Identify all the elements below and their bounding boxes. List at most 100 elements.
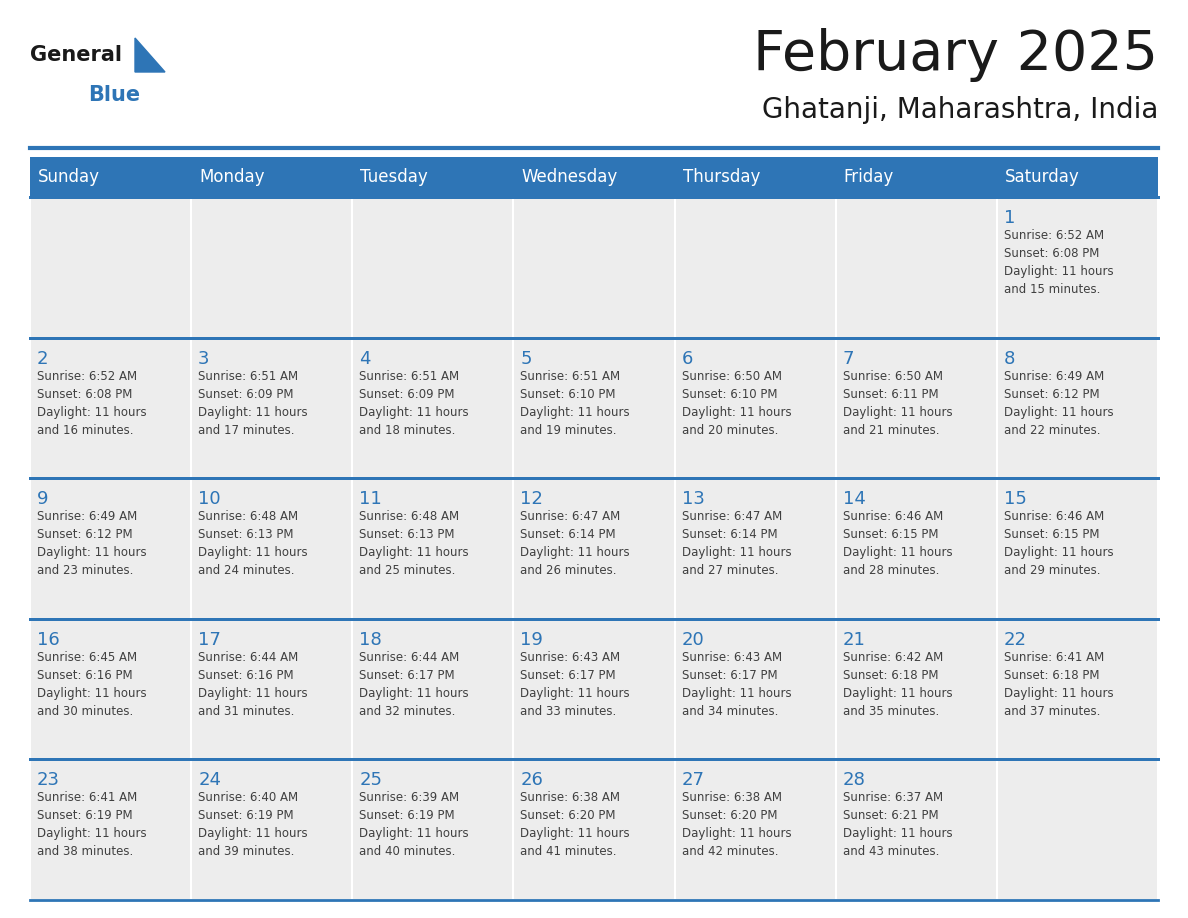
Bar <box>835 619 997 759</box>
Bar <box>997 197 1158 338</box>
Text: Daylight: 11 hours: Daylight: 11 hours <box>842 687 953 700</box>
Text: 15: 15 <box>1004 490 1026 509</box>
Bar <box>30 478 191 619</box>
Bar <box>997 338 1158 478</box>
Text: 22: 22 <box>1004 631 1026 649</box>
Text: Sunset: 6:10 PM: Sunset: 6:10 PM <box>520 387 615 400</box>
Text: Sunday: Sunday <box>38 168 100 186</box>
Text: Sunrise: 6:41 AM: Sunrise: 6:41 AM <box>37 791 138 804</box>
Text: and 33 minutes.: and 33 minutes. <box>520 705 617 718</box>
Text: Sunrise: 6:48 AM: Sunrise: 6:48 AM <box>359 510 460 523</box>
Text: Sunrise: 6:51 AM: Sunrise: 6:51 AM <box>359 370 460 383</box>
Bar <box>675 197 835 338</box>
Text: 24: 24 <box>198 771 221 789</box>
Text: Sunrise: 6:51 AM: Sunrise: 6:51 AM <box>198 370 298 383</box>
Text: Sunset: 6:10 PM: Sunset: 6:10 PM <box>682 387 777 400</box>
Text: Sunset: 6:17 PM: Sunset: 6:17 PM <box>682 669 777 682</box>
Text: Sunrise: 6:41 AM: Sunrise: 6:41 AM <box>1004 651 1104 664</box>
Text: Sunrise: 6:39 AM: Sunrise: 6:39 AM <box>359 791 460 804</box>
Text: Daylight: 11 hours: Daylight: 11 hours <box>37 406 146 419</box>
Bar <box>30 619 191 759</box>
Text: Sunset: 6:12 PM: Sunset: 6:12 PM <box>1004 387 1099 400</box>
Text: Daylight: 11 hours: Daylight: 11 hours <box>1004 687 1113 700</box>
Bar <box>513 759 675 900</box>
Text: 28: 28 <box>842 771 866 789</box>
Text: Sunrise: 6:46 AM: Sunrise: 6:46 AM <box>842 510 943 523</box>
Text: and 34 minutes.: and 34 minutes. <box>682 705 778 718</box>
Text: Daylight: 11 hours: Daylight: 11 hours <box>682 687 791 700</box>
Text: Sunset: 6:13 PM: Sunset: 6:13 PM <box>198 528 293 542</box>
Text: Sunrise: 6:38 AM: Sunrise: 6:38 AM <box>520 791 620 804</box>
Text: Sunset: 6:19 PM: Sunset: 6:19 PM <box>359 810 455 823</box>
Text: Sunset: 6:16 PM: Sunset: 6:16 PM <box>198 669 293 682</box>
Text: and 39 minutes.: and 39 minutes. <box>198 845 295 858</box>
Text: 14: 14 <box>842 490 866 509</box>
Text: Sunset: 6:17 PM: Sunset: 6:17 PM <box>520 669 617 682</box>
Text: 12: 12 <box>520 490 543 509</box>
Text: and 32 minutes.: and 32 minutes. <box>359 705 456 718</box>
Text: Daylight: 11 hours: Daylight: 11 hours <box>359 406 469 419</box>
Text: Sunrise: 6:51 AM: Sunrise: 6:51 AM <box>520 370 620 383</box>
Text: and 20 minutes.: and 20 minutes. <box>682 423 778 437</box>
Text: Sunset: 6:21 PM: Sunset: 6:21 PM <box>842 810 939 823</box>
Text: 16: 16 <box>37 631 59 649</box>
Text: 11: 11 <box>359 490 383 509</box>
Text: Daylight: 11 hours: Daylight: 11 hours <box>842 827 953 840</box>
Text: Sunset: 6:08 PM: Sunset: 6:08 PM <box>37 387 132 400</box>
Text: Daylight: 11 hours: Daylight: 11 hours <box>842 546 953 559</box>
Text: 21: 21 <box>842 631 866 649</box>
Bar <box>353 338 513 478</box>
Text: 13: 13 <box>682 490 704 509</box>
Text: Sunrise: 6:45 AM: Sunrise: 6:45 AM <box>37 651 137 664</box>
Text: Sunrise: 6:43 AM: Sunrise: 6:43 AM <box>682 651 782 664</box>
Text: 17: 17 <box>198 631 221 649</box>
Text: Sunset: 6:12 PM: Sunset: 6:12 PM <box>37 528 133 542</box>
Text: 19: 19 <box>520 631 543 649</box>
Text: Daylight: 11 hours: Daylight: 11 hours <box>198 687 308 700</box>
Text: 20: 20 <box>682 631 704 649</box>
Bar <box>513 619 675 759</box>
Text: Daylight: 11 hours: Daylight: 11 hours <box>37 687 146 700</box>
Text: Daylight: 11 hours: Daylight: 11 hours <box>198 546 308 559</box>
Text: Daylight: 11 hours: Daylight: 11 hours <box>1004 546 1113 559</box>
Polygon shape <box>135 38 165 72</box>
Text: Daylight: 11 hours: Daylight: 11 hours <box>520 546 630 559</box>
Bar <box>675 759 835 900</box>
Text: Daylight: 11 hours: Daylight: 11 hours <box>1004 406 1113 419</box>
Bar <box>997 759 1158 900</box>
Text: General: General <box>30 45 122 65</box>
Text: Sunset: 6:09 PM: Sunset: 6:09 PM <box>198 387 293 400</box>
Text: Ghatanji, Maharashtra, India: Ghatanji, Maharashtra, India <box>762 96 1158 124</box>
Text: Sunrise: 6:42 AM: Sunrise: 6:42 AM <box>842 651 943 664</box>
Bar <box>30 157 1158 197</box>
Text: 5: 5 <box>520 350 532 367</box>
Text: and 41 minutes.: and 41 minutes. <box>520 845 617 858</box>
Text: Daylight: 11 hours: Daylight: 11 hours <box>520 687 630 700</box>
Text: Sunrise: 6:49 AM: Sunrise: 6:49 AM <box>1004 370 1104 383</box>
Text: Daylight: 11 hours: Daylight: 11 hours <box>682 827 791 840</box>
Bar <box>835 478 997 619</box>
Text: Sunrise: 6:52 AM: Sunrise: 6:52 AM <box>1004 229 1104 242</box>
Text: and 43 minutes.: and 43 minutes. <box>842 845 939 858</box>
Text: Sunrise: 6:37 AM: Sunrise: 6:37 AM <box>842 791 943 804</box>
Bar <box>353 759 513 900</box>
Text: Sunset: 6:14 PM: Sunset: 6:14 PM <box>520 528 617 542</box>
Bar <box>353 478 513 619</box>
Text: and 21 minutes.: and 21 minutes. <box>842 423 940 437</box>
Text: 10: 10 <box>198 490 221 509</box>
Text: and 27 minutes.: and 27 minutes. <box>682 565 778 577</box>
Text: Daylight: 11 hours: Daylight: 11 hours <box>359 827 469 840</box>
Text: and 15 minutes.: and 15 minutes. <box>1004 283 1100 296</box>
Text: and 24 minutes.: and 24 minutes. <box>198 565 295 577</box>
Text: 27: 27 <box>682 771 704 789</box>
Text: 4: 4 <box>359 350 371 367</box>
Text: Daylight: 11 hours: Daylight: 11 hours <box>359 687 469 700</box>
Text: Tuesday: Tuesday <box>360 168 428 186</box>
Text: Sunset: 6:17 PM: Sunset: 6:17 PM <box>359 669 455 682</box>
Text: February 2025: February 2025 <box>753 28 1158 82</box>
Text: Sunrise: 6:38 AM: Sunrise: 6:38 AM <box>682 791 782 804</box>
Text: Daylight: 11 hours: Daylight: 11 hours <box>682 406 791 419</box>
Text: Wednesday: Wednesday <box>522 168 618 186</box>
Text: Sunrise: 6:50 AM: Sunrise: 6:50 AM <box>842 370 943 383</box>
Text: and 29 minutes.: and 29 minutes. <box>1004 565 1100 577</box>
